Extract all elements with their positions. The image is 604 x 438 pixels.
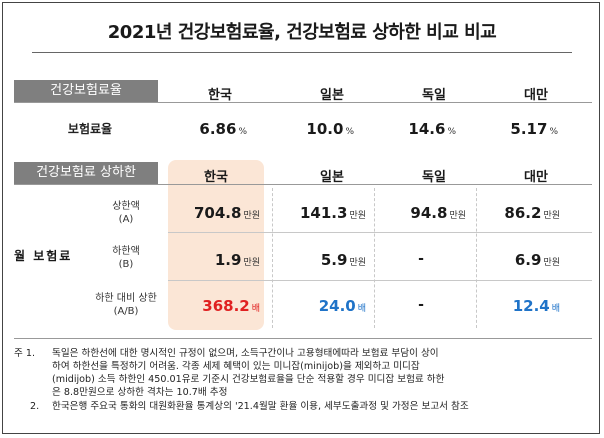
floor-germany: - (418, 251, 424, 267)
note-1: 주 1. 독일은 하한선에 대한 명시적인 규정이 없으며, 소득구간이나 고용형… (14, 348, 439, 359)
cap-germany: 94.8 만원 (410, 204, 466, 222)
rate-value-japan: 10.0% (306, 120, 354, 138)
cap-header-japan: 일본 (320, 170, 344, 185)
monthly-premium-label: 월 보험료 (14, 249, 73, 263)
rate-header-germany: 독일 (422, 88, 446, 103)
row-divider (168, 280, 592, 281)
row-divider (168, 232, 592, 233)
section-rate-label: 건강보험료율 (14, 80, 158, 102)
rate-row-label: 보험료율 (67, 122, 113, 136)
floor-taiwan: 6.9 만원 (514, 251, 560, 269)
column-divider (272, 188, 273, 328)
ratio-taiwan: 12.4 배 (512, 297, 560, 315)
ratio-korea: 368.2 배 (202, 297, 260, 315)
rate-header-korea: 한국 (208, 88, 232, 103)
note-1-line4: 은 8.8만원으로 상하한 격차는 10.7배 추정 (52, 387, 228, 398)
section-cap-label: 건강보험료 상하한 (14, 162, 158, 184)
cap-header-germany: 독일 (422, 170, 446, 185)
column-divider (476, 188, 477, 328)
notes-divider (14, 338, 592, 339)
note-1-line2: 하여 하한선을 특정하기 어려움. 각종 세제 혜택이 있는 미니잡(minij… (52, 361, 420, 372)
note-2: 2. 한국은행 주요국 통화의 대원화환율 통계상의 '21.4월말 환율 이용,… (30, 401, 469, 412)
ratio-germany: - (418, 297, 424, 313)
title-divider (32, 52, 572, 53)
floor-japan: 5.9 만원 (320, 251, 366, 269)
rate-header-japan: 일본 (320, 88, 344, 103)
ratio-japan: 24.0 배 (318, 297, 366, 315)
rate-value-taiwan: 5.17% (510, 120, 558, 138)
rate-header-taiwan: 대만 (524, 88, 548, 103)
cap-japan: 141.3 만원 (299, 204, 366, 222)
page-title: 2021년 건강보험료율, 건강보험료 상하한 비교 비교 (107, 22, 497, 43)
column-divider (374, 188, 375, 328)
figure-frame (2, 2, 600, 434)
rate-value-germany: 14.6% (408, 120, 456, 138)
cap-korea: 704.8 만원 (193, 204, 260, 222)
cap-header-taiwan: 대만 (524, 170, 548, 185)
floor-korea: 1.9 만원 (214, 251, 260, 269)
row-label-ratio: 하한 대비 상한 (A/B) (95, 293, 157, 317)
row-label-cap: 상한액 (A) (112, 201, 140, 225)
section-cap-divider (14, 184, 592, 185)
rate-value-korea: 6.86% (199, 120, 247, 138)
cap-header-korea: 한국 (204, 170, 228, 185)
section-rate-divider (14, 102, 592, 103)
note-1-line3: (midijob) 소득 하한인 450.01유로 기준시 건강보험료율을 단순… (52, 374, 445, 385)
cap-taiwan: 86.2 만원 (504, 204, 560, 222)
row-label-floor: 하한액 (B) (112, 246, 140, 270)
korea-column-highlight (168, 160, 264, 330)
